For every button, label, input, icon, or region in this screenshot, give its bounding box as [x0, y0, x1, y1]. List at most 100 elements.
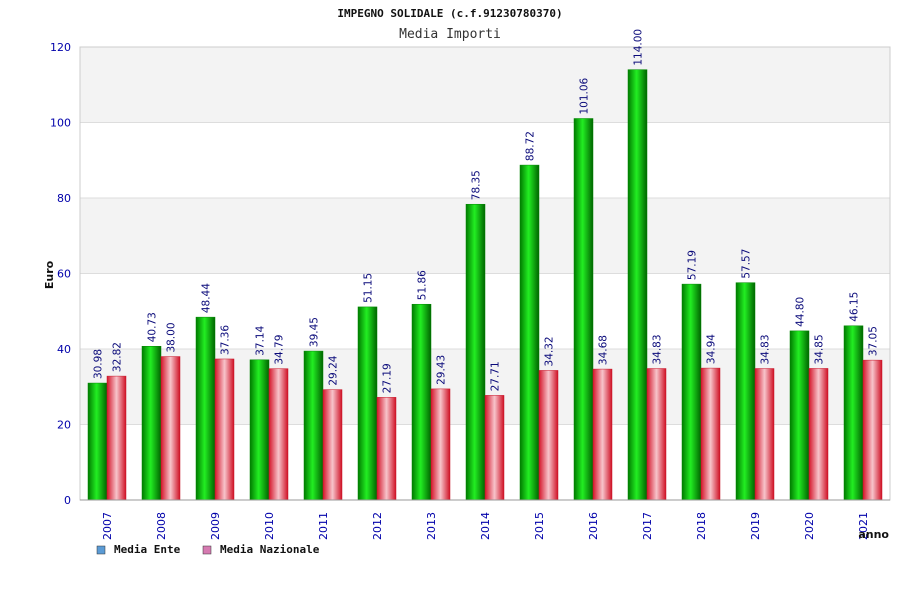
bar-media-ente — [411, 303, 432, 501]
bar-media-nazionale — [268, 368, 289, 501]
bar-media-ente — [627, 69, 648, 501]
legend-swatch-media-nazionale — [202, 545, 212, 555]
y-tick-label: 80 — [57, 192, 71, 205]
x-tick-label: 2014 — [479, 512, 492, 540]
data-label-media-nazionale: 32.82 — [112, 342, 124, 372]
bar-media-ente — [519, 164, 540, 501]
bar-media-ente — [87, 382, 108, 501]
data-label-media-nazionale: 34.68 — [598, 335, 610, 365]
bar-media-nazionale — [754, 368, 775, 501]
y-tick-label: 120 — [50, 41, 71, 54]
data-label-media-ente: 51.86 — [417, 270, 429, 300]
bar-media-nazionale — [646, 368, 667, 501]
data-labels: 30.98 32.82 40.73 38.00 48.44 37.36 37.14 34.79… — [93, 29, 880, 393]
x-tick-label: 2007 — [101, 512, 114, 540]
legend: Media Ente Media Nazionale — [96, 543, 320, 556]
x-axis-title: anno — [858, 528, 889, 541]
data-label-media-nazionale: 38.00 — [166, 322, 178, 352]
bar-media-ente — [681, 283, 702, 501]
data-label-media-ente: 39.45 — [309, 317, 321, 347]
x-tick-label: 2008 — [155, 512, 168, 540]
bar-media-nazionale — [808, 368, 829, 501]
bar-media-ente — [735, 282, 756, 501]
bar-media-nazionale — [484, 395, 505, 501]
x-tick-label: 2015 — [533, 512, 546, 540]
x-tick-label: 2013 — [425, 512, 438, 540]
bar-media-ente — [357, 306, 378, 501]
bar-media-nazionale — [322, 389, 343, 501]
y-tick-label: 40 — [57, 343, 71, 356]
plot-band — [80, 122, 890, 198]
chart-subtitle: Media Importi — [399, 27, 501, 42]
x-tick-label: 2021 — [857, 512, 870, 540]
bar-media-nazionale — [106, 375, 127, 501]
data-label-media-nazionale: 34.32 — [544, 336, 556, 366]
x-tick-label: 2012 — [371, 512, 384, 540]
x-tick-label: 2016 — [587, 512, 600, 540]
data-label-media-ente: 48.44 — [201, 283, 213, 313]
y-axis-ticks: 0 20 40 60 80 100 120 — [50, 41, 71, 507]
y-tick-label: 60 — [57, 268, 71, 281]
bar-media-nazionale — [430, 388, 451, 501]
x-tick-label: 2019 — [749, 512, 762, 540]
data-label-media-ente: 78.35 — [471, 170, 483, 200]
legend-item-media-nazionale[interactable]: Media Nazionale — [202, 543, 320, 556]
data-label-media-nazionale: 29.43 — [436, 355, 448, 385]
data-label-media-ente: 51.15 — [363, 273, 375, 303]
bar-media-nazionale — [700, 367, 721, 501]
bar-media-ente — [789, 330, 810, 501]
data-label-media-nazionale: 37.05 — [868, 326, 880, 356]
bar-media-ente — [249, 359, 270, 501]
data-label-media-ente: 88.72 — [525, 131, 537, 161]
y-tick-label: 100 — [50, 117, 71, 130]
bar-media-ente — [843, 325, 864, 501]
chart-title: IMPEGNO SOLIDALE (c.f.91230780370) — [337, 7, 562, 20]
bar-media-ente — [195, 316, 216, 501]
bar-media-nazionale — [538, 370, 559, 501]
bar-media-nazionale — [862, 359, 883, 501]
legend-swatch-media-ente — [96, 545, 106, 555]
data-label-media-ente: 114.00 — [633, 29, 645, 66]
x-axis-ticks: 2007 2008 2009 2010 2011 2012 2013 2014 2015 2016… — [101, 512, 870, 540]
data-label-media-nazionale: 34.83 — [652, 334, 664, 364]
data-label-media-nazionale: 34.94 — [706, 334, 718, 364]
data-label-media-nazionale: 34.79 — [274, 335, 286, 365]
bar-media-ente — [303, 350, 324, 501]
data-label-media-nazionale: 34.83 — [760, 334, 772, 364]
data-label-media-nazionale: 27.19 — [382, 363, 394, 393]
y-axis-title: Euro — [43, 260, 56, 289]
legend-label-media-ente: Media Ente — [114, 543, 181, 556]
x-tick-label: 2020 — [803, 512, 816, 540]
x-tick-label: 2010 — [263, 512, 276, 540]
data-label-media-ente: 101.06 — [579, 77, 591, 114]
data-label-media-ente: 40.73 — [147, 312, 159, 342]
x-tick-label: 2017 — [641, 512, 654, 540]
bar-media-ente — [465, 203, 486, 501]
x-tick-label: 2018 — [695, 512, 708, 540]
bar-media-nazionale — [376, 397, 397, 501]
bar-media-ente — [573, 118, 594, 501]
data-label-media-nazionale: 34.85 — [814, 334, 826, 364]
bar-media-nazionale — [214, 358, 235, 501]
data-label-media-ente: 44.80 — [795, 297, 807, 327]
legend-label-media-nazionale: Media Nazionale — [220, 543, 320, 556]
x-tick-label: 2009 — [209, 512, 222, 540]
bar-media-nazionale — [160, 356, 181, 501]
x-tick-label: 2011 — [317, 512, 330, 540]
bars — [87, 69, 883, 501]
y-tick-label: 0 — [64, 494, 71, 507]
plot-band — [80, 47, 890, 123]
y-tick-label: 20 — [57, 419, 71, 432]
data-label-media-ente: 57.57 — [741, 249, 753, 279]
data-label-media-nazionale: 27.71 — [490, 361, 502, 391]
data-label-media-ente: 46.15 — [849, 292, 861, 322]
bar-media-nazionale — [592, 368, 613, 501]
data-label-media-ente: 57.19 — [687, 250, 699, 280]
data-label-media-nazionale: 29.24 — [328, 355, 340, 385]
data-label-media-ente: 30.98 — [93, 349, 105, 379]
data-label-media-ente: 37.14 — [255, 325, 267, 355]
data-label-media-nazionale: 37.36 — [220, 325, 232, 355]
bar-media-ente — [141, 345, 162, 501]
legend-item-media-ente[interactable]: Media Ente — [96, 543, 181, 556]
